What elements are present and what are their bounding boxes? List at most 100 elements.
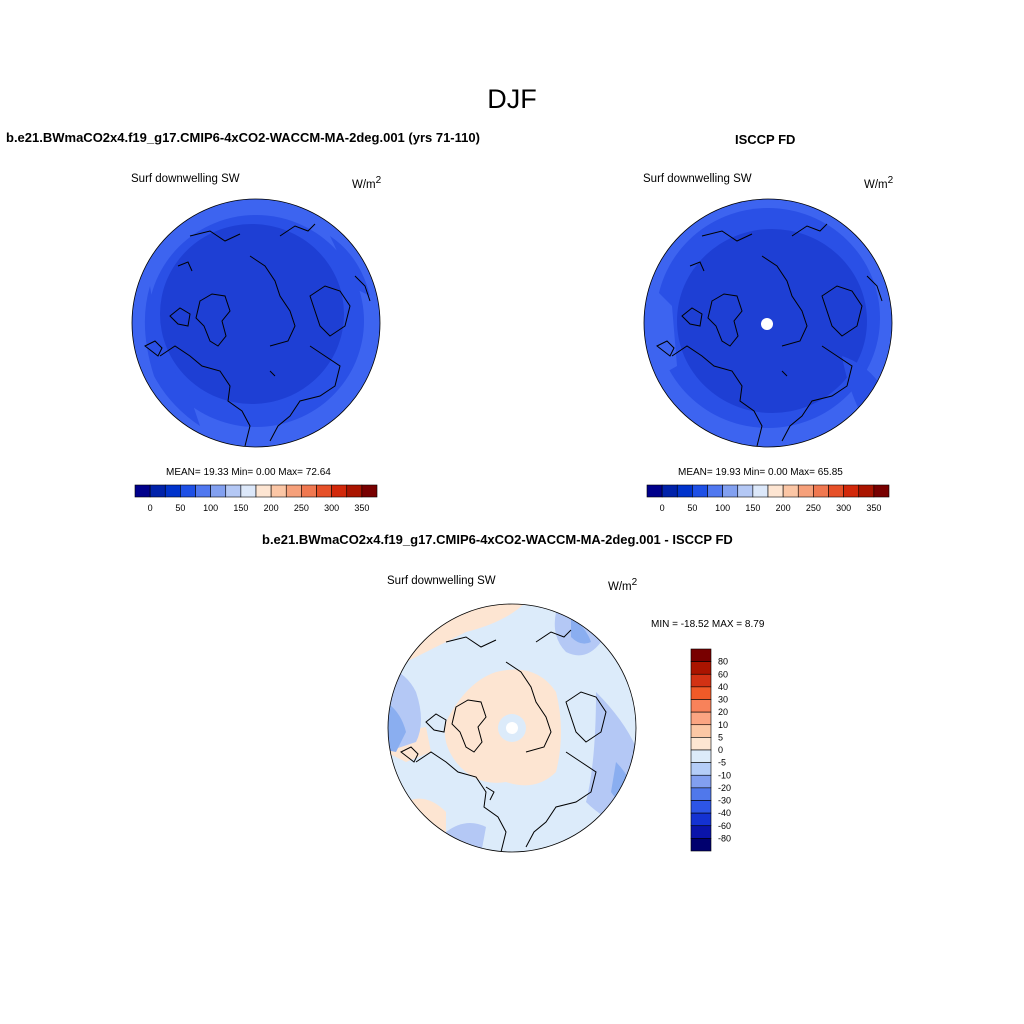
diff-colorbar-tick-label: -10 (718, 770, 731, 780)
obs-colorbar-swatch (843, 484, 860, 498)
model-colorbar-swatch (331, 484, 348, 498)
obs-colorbar-tick-label: 300 (836, 503, 851, 513)
diff-panel-title: b.e21.BWmaCO2x4.f19_g17.CMIP6-4xCO2-WACC… (262, 532, 733, 547)
obs-colorbar-swatch (692, 484, 708, 498)
model-colorbar-tick-label: 350 (354, 503, 369, 513)
diff-colorbar-tick-label: 20 (718, 707, 728, 717)
diff-colorbar-swatch (690, 737, 712, 751)
model-variable-label: Surf downwelling SW (131, 173, 240, 185)
diff-minmax: MIN = -18.52 MAX = 8.79 (651, 619, 765, 630)
model-colorbar-swatch (316, 484, 332, 498)
obs-colorbar-swatch (813, 484, 829, 498)
diff-colorbar-swatch (690, 774, 712, 789)
diff-colorbar-tick-label: 30 (718, 695, 728, 705)
model-colorbar-swatch (301, 484, 317, 498)
diff-colorbar-tick-label: -30 (718, 796, 731, 806)
obs-polar-hole (761, 318, 773, 330)
obs-colorbar-swatch (828, 484, 844, 498)
obs-panel-title: ISCCP FD (735, 132, 796, 147)
diff-colorbar-tick-label: 5 (718, 732, 723, 742)
diff-colorbar-swatch (690, 812, 712, 827)
model-colorbar-swatch (225, 484, 242, 498)
obs-colorbar-tick-label: 50 (687, 503, 697, 513)
model-colorbar-tick-label: 300 (324, 503, 339, 513)
diff-colorbar-swatch (690, 661, 712, 675)
model-panel-title: b.e21.BWmaCO2x4.f19_g17.CMIP6-4xCO2-WACC… (6, 130, 480, 145)
model-colorbar-swatch (346, 484, 363, 498)
obs-colorbar-swatch (767, 484, 784, 498)
obs-units-label: W/m2 (864, 175, 894, 191)
obs-colorbar-swatch (858, 484, 875, 498)
model-colorbar-swatch (270, 484, 287, 498)
diff-colorbar-swatch (690, 762, 712, 776)
model-colorbar-tick-label: 150 (233, 503, 248, 513)
model-colorbar-tick-label: 0 (148, 503, 153, 513)
obs-colorbar-swatch (752, 484, 769, 498)
diff-polar-hole (506, 722, 518, 734)
obs-colorbar-swatch (722, 484, 739, 498)
diff-colorbar-tick-label: 60 (718, 669, 728, 679)
model-colorbar-swatch (240, 484, 257, 498)
diff-colorbar-tick-label: 80 (718, 657, 728, 667)
obs-colorbar-tick-label: 200 (776, 503, 791, 513)
diff-colorbar: 80 60 40 30 20 10 5 0 -5 -10 -20 -30 -40 -60 -80 (690, 648, 731, 852)
diff-colorbar-tick-label: -80 (718, 833, 731, 843)
obs-polar-map (643, 198, 893, 448)
obs-colorbar-swatch (646, 484, 663, 498)
obs-colorbar-swatch (676, 484, 693, 498)
obs-colorbar-swatch (782, 484, 799, 498)
diff-variable-label: Surf downwelling SW (387, 575, 496, 587)
model-colorbar-swatch (164, 484, 181, 498)
model-colorbar-swatch (285, 484, 302, 498)
model-polar-map (131, 198, 381, 448)
diff-colorbar-tick-label: 0 (718, 745, 723, 755)
diff-colorbar-swatch (690, 724, 712, 738)
obs-stats: MEAN= 19.93 Min= 0.00 Max= 65.85 (678, 467, 843, 478)
diff-colorbar-swatch (690, 800, 712, 814)
diff-polar-map (387, 603, 637, 853)
obs-colorbar-tick-label: 150 (745, 503, 760, 513)
diff-colorbar-swatch (690, 711, 712, 726)
diff-colorbar-swatch (690, 699, 712, 713)
obs-colorbar-tick-label: 350 (866, 503, 881, 513)
diff-colorbar-swatch (690, 749, 712, 763)
model-colorbar-swatch (255, 484, 272, 498)
model-colorbar-tick-label: 50 (175, 503, 185, 513)
model-coastlines (144, 223, 371, 447)
diff-colorbar-tick-label: -60 (718, 821, 731, 831)
diff-colorbar-tick-label: -5 (718, 758, 726, 768)
obs-colorbar-swatch (661, 484, 678, 498)
model-colorbar-swatch (180, 484, 196, 498)
model-colorbar-tick-label: 200 (264, 503, 279, 513)
obs-colorbar-swatch (873, 484, 890, 498)
model-colorbar-swatch (361, 484, 378, 498)
diff-colorbar-swatch (690, 673, 712, 688)
diff-colorbar-swatch (690, 648, 712, 662)
diff-colorbar-swatch (690, 787, 712, 801)
obs-colorbar-tick-label: 100 (715, 503, 730, 513)
model-units-label: W/m2 (352, 175, 382, 191)
figure-title: DJF (487, 84, 537, 114)
obs-coastlines (656, 223, 883, 447)
diff-units-label: W/m2 (608, 577, 638, 593)
diff-colorbar-tick-label: -20 (718, 783, 731, 793)
diff-colorbar-swatch (690, 825, 712, 839)
diff-colorbar-tick-label: 40 (718, 682, 728, 692)
obs-variable-label: Surf downwelling SW (643, 173, 752, 185)
model-colorbar-swatch (149, 484, 166, 498)
model-colorbar-swatch (210, 484, 227, 498)
model-colorbar-swatch (195, 484, 211, 498)
model-colorbar-tick-label: 100 (203, 503, 218, 513)
obs-colorbar-swatch (707, 484, 723, 498)
obs-colorbar-swatch (797, 484, 814, 498)
model-colorbar-swatch (134, 484, 151, 498)
obs-colorbar-tick-label: 0 (660, 503, 665, 513)
diff-colorbar-tick-label: 10 (718, 720, 728, 730)
obs-colorbar-tick-label: 250 (806, 503, 821, 513)
model-colorbar-tick-label: 250 (294, 503, 309, 513)
obs-colorbar: 0 50 100 150 200 250 300 350 (646, 484, 890, 513)
model-colorbar: 0 50 100 150 200 250 300 350 (134, 484, 378, 513)
obs-colorbar-swatch (737, 484, 754, 498)
diff-colorbar-swatch (690, 838, 712, 852)
diff-colorbar-tick-label: -40 (718, 808, 731, 818)
